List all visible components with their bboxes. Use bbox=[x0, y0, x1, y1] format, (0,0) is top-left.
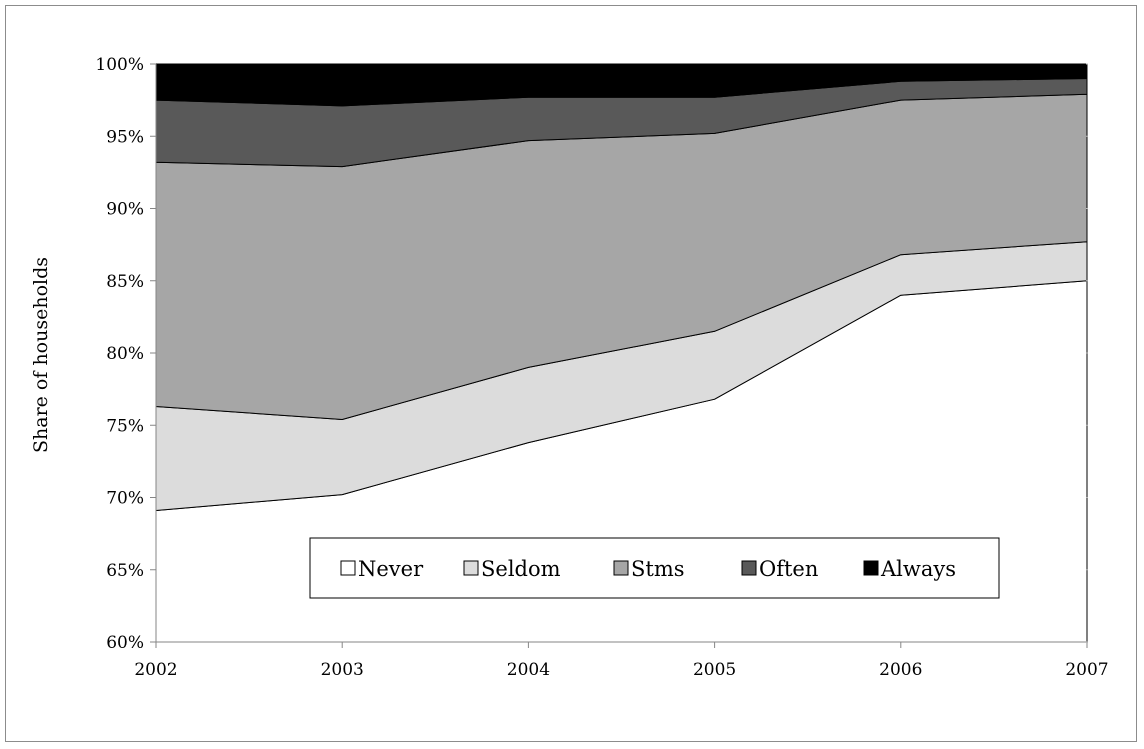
y-tick-label: 85% bbox=[106, 272, 144, 292]
legend-label-always: Always bbox=[880, 557, 956, 581]
legend-swatch-always bbox=[863, 560, 879, 576]
chart-frame: 60% 65% 70% 75% 80% 85% 90% 95% 100% 2002 2003 2004… bbox=[5, 5, 1137, 742]
x-tick-label: 2007 bbox=[1065, 660, 1108, 680]
legend-label-often: Often bbox=[759, 557, 818, 581]
legend-swatch-never bbox=[340, 560, 356, 576]
legend-swatch-often bbox=[741, 560, 757, 576]
legend-box bbox=[309, 537, 1000, 599]
y-tick-label: 60% bbox=[106, 633, 144, 653]
y-tick-label: 90% bbox=[106, 200, 144, 220]
y-tick-label: 80% bbox=[106, 344, 144, 364]
legend-label-never: Never bbox=[358, 557, 424, 581]
area-always bbox=[155, 63, 1088, 107]
x-tick-label: 2002 bbox=[134, 660, 177, 680]
y-tick-label: 65% bbox=[106, 561, 144, 581]
legend-swatch-stms bbox=[613, 560, 629, 576]
x-tick-label: 2003 bbox=[321, 660, 364, 680]
legend-label-stms: Stms bbox=[631, 557, 685, 581]
legend-label-seldom: Seldom bbox=[481, 557, 561, 581]
y-tick-label: 70% bbox=[106, 489, 144, 509]
axes-group: 60% 65% 70% 75% 80% 85% 90% 95% 100% 2002 2003 2004… bbox=[95, 55, 1108, 680]
x-tick-label: 2005 bbox=[693, 660, 736, 680]
y-tick-label: 75% bbox=[106, 416, 144, 436]
legend: Never Seldom Stms Often Always bbox=[309, 537, 1000, 599]
y-tick-label: 95% bbox=[106, 127, 144, 147]
x-tick-label: 2006 bbox=[879, 660, 922, 680]
stacked-area-chart: 60% 65% 70% 75% 80% 85% 90% 95% 100% 2002 2003 2004… bbox=[30, 55, 1109, 680]
y-axis-title: Share of households bbox=[30, 257, 52, 453]
legend-swatch-seldom bbox=[463, 560, 479, 576]
x-tick-label: 2004 bbox=[507, 660, 550, 680]
y-tick-label: 100% bbox=[95, 55, 144, 75]
